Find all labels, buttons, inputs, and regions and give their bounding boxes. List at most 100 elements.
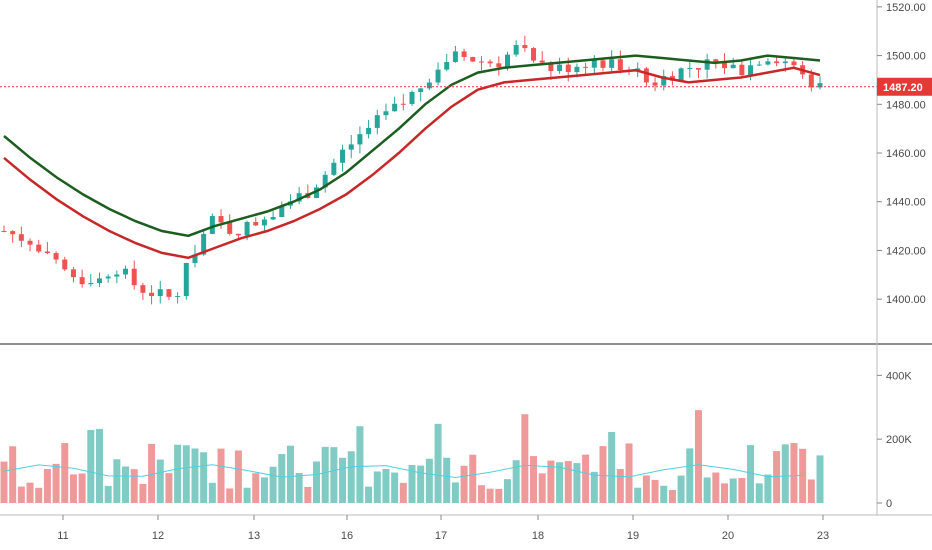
volume-bar [807, 479, 815, 503]
candle-body [88, 283, 94, 285]
volume-bar [382, 468, 390, 503]
volume-bar [104, 485, 112, 503]
volume-bar [417, 465, 425, 503]
price-tick-label: 1400.00 [886, 294, 926, 306]
volume-bar [755, 483, 763, 503]
candle-body [678, 68, 684, 81]
candle-body [348, 144, 354, 150]
volume-bar [547, 460, 555, 503]
volume-bar [582, 454, 590, 503]
volume-bar [538, 473, 546, 503]
volume-bar [503, 479, 511, 503]
volume-bar [113, 459, 121, 503]
volume-bar [530, 456, 538, 503]
candle-body [548, 62, 554, 72]
candle-body [478, 61, 484, 63]
volume-bar [61, 443, 69, 503]
candle-body [1, 230, 7, 232]
volume-bar [234, 450, 242, 503]
candle-body [739, 64, 745, 76]
volume-bar [816, 455, 824, 503]
candle-body [661, 76, 667, 86]
price-tick-label: 1480.00 [886, 99, 926, 111]
volume-bar [17, 486, 25, 503]
candle-body [261, 219, 267, 226]
volume-pane[interactable] [0, 410, 824, 503]
volume-bar [26, 482, 34, 503]
volume-bar [556, 462, 564, 503]
candle-body [609, 59, 615, 68]
volume-bar [399, 482, 407, 503]
volume-bar [634, 487, 642, 503]
volume-bar [321, 446, 329, 503]
volume-bar [9, 446, 17, 503]
volume-bar [69, 474, 77, 503]
candle-body [748, 65, 754, 76]
volume-bar [95, 428, 103, 503]
volume-bar [443, 457, 451, 503]
volume-bar [243, 487, 251, 503]
volume-bar [365, 486, 373, 503]
candle-body [149, 292, 155, 297]
volume-bar [347, 451, 355, 503]
volume-bar [738, 477, 746, 503]
candle-body [244, 222, 250, 236]
candle-body [322, 174, 328, 188]
volume-bar [286, 445, 294, 503]
price-tick-label: 1500.00 [886, 51, 926, 63]
candle-body [426, 82, 432, 89]
last-price-label: 1487.20 [883, 82, 923, 94]
volume-bar [165, 473, 173, 503]
volume-bar [495, 488, 503, 503]
moving-average-red [3, 66, 821, 260]
candle-body [687, 68, 693, 70]
candle-body [617, 59, 623, 71]
volume-bar [182, 445, 190, 503]
volume-average-line [3, 464, 803, 479]
candle-body [53, 253, 59, 260]
candle-body [253, 222, 259, 226]
candle-body [539, 60, 545, 63]
candle-body [565, 64, 571, 73]
candle-body [279, 205, 285, 218]
volume-bar [469, 454, 477, 503]
candle-body [409, 91, 415, 104]
volume-bar [660, 485, 668, 503]
candle-body [227, 222, 233, 234]
volume-bar [0, 461, 8, 503]
volume-bar [590, 471, 598, 503]
volume-bar [260, 477, 268, 503]
candle-body [140, 285, 146, 293]
candle-body [583, 66, 589, 68]
price-tick-label: 1420.00 [886, 245, 926, 257]
price-pane[interactable] [0, 35, 877, 305]
time-tick-label: 17 [435, 530, 447, 542]
volume-bar [330, 447, 338, 503]
volume-bar [130, 469, 138, 503]
volume-bar [78, 473, 86, 503]
candle-body [10, 231, 16, 235]
candle-body [791, 61, 797, 66]
candle-body [730, 64, 736, 69]
candle-body [192, 254, 198, 263]
candle-body [452, 51, 458, 63]
candle-body [340, 149, 346, 163]
volume-bar [712, 472, 720, 503]
volume-bar [217, 448, 225, 503]
volume-bar [703, 477, 711, 503]
time-tick-label: 20 [722, 530, 734, 542]
volume-tick-label: 400K [886, 370, 912, 382]
volume-bar [460, 465, 468, 503]
candle-body [157, 289, 163, 297]
volume-bar [599, 446, 607, 503]
volume-bar [721, 483, 729, 503]
candle-body [114, 274, 120, 277]
volume-bar [35, 487, 43, 503]
volume-bar [668, 490, 676, 503]
time-tick-label: 12 [152, 530, 164, 542]
candle-body [44, 251, 50, 254]
candle-body [591, 60, 597, 68]
candle-body [487, 61, 493, 64]
